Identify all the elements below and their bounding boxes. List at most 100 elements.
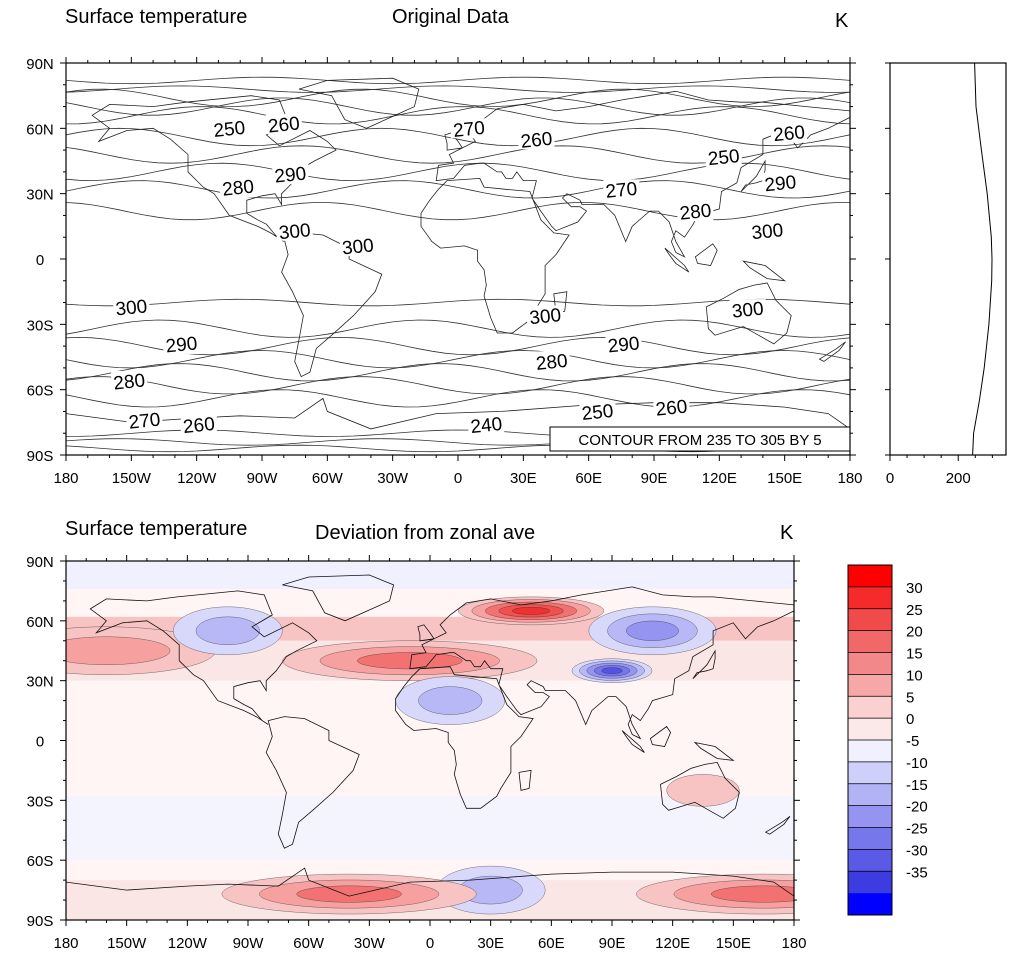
isotherm-line: [66, 363, 850, 382]
contour-label: 300: [751, 220, 785, 244]
contour-label-bg: [113, 296, 150, 317]
anomaly-band: [66, 796, 794, 861]
colorbar-label: -15: [906, 777, 928, 794]
zonal-mean-line: [972, 62, 993, 456]
zonal-mean-x-tick-label: 0: [886, 470, 894, 487]
contour-label: 280: [221, 177, 255, 201]
contour-label: 240: [470, 414, 504, 438]
contour-label: 270: [605, 179, 639, 203]
top-x-tick-label: 30E: [510, 470, 537, 487]
bottom-x-tick-label: 120E: [655, 935, 690, 952]
contour-label: 290: [165, 333, 199, 357]
colorbar-segment: [848, 871, 892, 894]
bottom-x-tick-label: 30E: [477, 935, 504, 952]
isotherm-line: [66, 376, 850, 395]
colorbar-label: 15: [906, 646, 923, 663]
contour-label-bg: [272, 164, 309, 185]
contour-label: 290: [274, 163, 308, 187]
contour-label: 260: [520, 129, 554, 153]
contour-label-bg: [527, 305, 564, 326]
colorbar-segment: [848, 718, 892, 741]
contour-label: 280: [535, 351, 569, 375]
isotherm-line: [66, 319, 850, 338]
colorbar-segment: [848, 740, 892, 763]
bottom-y-tick-label: 0: [36, 734, 44, 751]
contour-info-text: CONTOUR FROM 235 TO 305 BY 5: [578, 432, 821, 449]
colorbar-segment: [848, 849, 892, 872]
contour-label-bg: [749, 220, 786, 241]
bottom-y-tick-label: 90N: [26, 554, 54, 571]
isotherm-line: [66, 180, 850, 199]
colorbar-segment: [848, 565, 892, 588]
bottom-y-tick-label: 30S: [27, 793, 54, 810]
bottom-y-tick-label: 30N: [26, 674, 54, 691]
top-y-tick-label: 0: [36, 252, 44, 269]
bottom-x-tick-label: 120W: [168, 935, 208, 952]
anomaly-region: [512, 606, 551, 615]
top-x-tick-label: 90E: [641, 470, 668, 487]
contour-label-bg: [276, 220, 313, 241]
contour-label: 300: [528, 305, 562, 329]
contour-label-bg: [211, 118, 248, 139]
colorbar-segment: [848, 630, 892, 653]
top-y-tick-label: 90S: [27, 448, 54, 465]
anomaly-region: [601, 667, 623, 675]
colorbar-label: 10: [906, 667, 923, 684]
colorbar-segment: [848, 674, 892, 697]
contour-label-bg: [605, 333, 642, 354]
isotherm-line: [66, 389, 850, 408]
contour-label-bg: [729, 299, 766, 320]
contour-label: 290: [607, 333, 641, 357]
contour-label-bg: [220, 177, 257, 198]
colorbar-segment: [848, 761, 892, 785]
isotherm-line: [66, 202, 850, 221]
colorbar-label: 0: [906, 711, 914, 728]
bottom-x-tick-label: 180: [53, 935, 78, 952]
top-x-tick-label: 60W: [312, 470, 344, 487]
contour-label-bg: [533, 351, 570, 372]
colorbar-label: -25: [906, 821, 928, 838]
anomaly-region: [66, 636, 171, 665]
contour-label: 270: [452, 118, 486, 142]
contour-label-bg: [603, 179, 640, 200]
top-left-title: Surface temperature: [65, 6, 248, 28]
top-x-tick-label: 120W: [177, 470, 217, 487]
colorbar-segment: [848, 586, 892, 610]
anomaly-region: [296, 885, 402, 903]
colorbar-label: -5: [906, 733, 919, 750]
anomaly-region: [195, 616, 260, 646]
contour-label: 280: [679, 200, 713, 224]
contour-label: 260: [772, 122, 806, 146]
colorbar-label: 30: [906, 580, 923, 597]
bottom-x-tick-label: 60W: [293, 935, 325, 952]
contour-label: 290: [764, 172, 798, 196]
top-y-tick-label: 60N: [26, 121, 54, 138]
bottom-x-tick-label: 180: [781, 935, 806, 952]
contour-label-bg: [579, 401, 616, 422]
bottom-x-tick-label: 90E: [599, 935, 626, 952]
top-x-tick-label: 120E: [702, 470, 737, 487]
top-x-tick-label: 90W: [247, 470, 279, 487]
contour-label: 300: [341, 235, 375, 259]
contour-label-bg: [163, 333, 200, 354]
contour-label-bg: [771, 122, 808, 143]
contour-label-bg: [180, 414, 217, 435]
bottom-x-tick-label: 150E: [716, 935, 751, 952]
contour-label-bg: [450, 118, 487, 139]
isotherm-line: [66, 350, 850, 369]
top-center-title: Original Data: [392, 6, 509, 28]
colorbar-label: 25: [906, 602, 923, 619]
colorbar-label: -30: [906, 842, 928, 859]
colorbar-label: -20: [906, 799, 928, 816]
bottom-x-tick-label: 150W: [107, 935, 147, 952]
bottom-x-tick-label: 90W: [233, 935, 265, 952]
isotherm-line: [66, 88, 850, 107]
zonal-mean-x-tick-label: 200: [946, 470, 971, 487]
colorbar-segment: [848, 783, 892, 806]
top-y-tick-label: 30S: [27, 317, 54, 334]
contour-label: 250: [213, 118, 247, 142]
colorbar-label: -35: [906, 864, 928, 881]
contour-label-bg: [265, 113, 302, 134]
bottom-x-tick-label: 0: [426, 935, 434, 952]
